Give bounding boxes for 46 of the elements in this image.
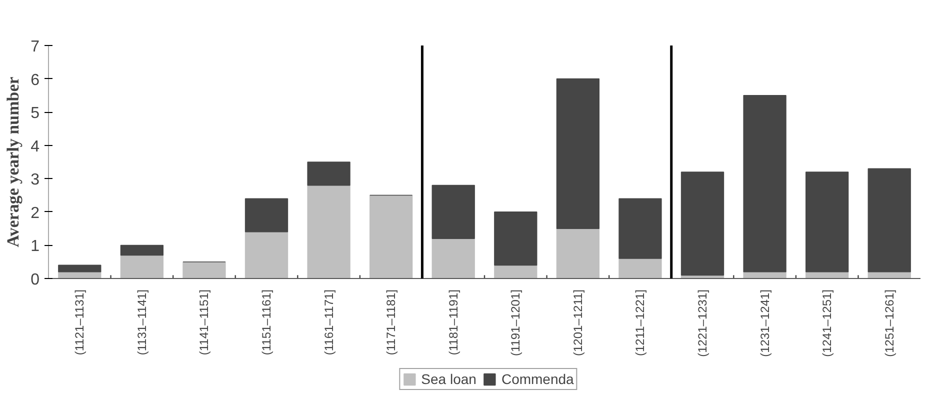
y-axis-title: Average yearly number <box>4 76 23 248</box>
bar <box>244 232 288 278</box>
bar <box>307 184 350 278</box>
y-tick-label: 1 <box>30 238 40 256</box>
bar <box>680 172 724 276</box>
y-tick-label: 7 <box>30 38 40 56</box>
x-tick-label: (1131–1141] <box>134 289 149 356</box>
x-tick-label: (1141–1151] <box>197 289 212 356</box>
bar <box>618 198 662 259</box>
x-tick-label: (1251–1261] <box>882 289 896 357</box>
bar <box>432 238 475 278</box>
y-tick-label: 2 <box>30 204 40 222</box>
bar <box>805 172 849 272</box>
bar <box>494 264 538 278</box>
bar <box>244 198 288 232</box>
bar <box>182 261 226 278</box>
x-tick-label: (1121–1131] <box>72 289 87 356</box>
y-tick-label: 4 <box>30 138 40 156</box>
x-tick-label: (1221–1231] <box>696 289 710 357</box>
bar <box>58 264 102 272</box>
legend-label: Commenda <box>501 371 574 387</box>
y-tick-label: 0 <box>30 272 40 288</box>
bar <box>120 254 164 278</box>
bar <box>556 78 600 229</box>
y-tick-label: 5 <box>30 105 40 122</box>
bar <box>868 168 911 272</box>
y-tick-label: 3 <box>30 172 40 189</box>
bar <box>369 194 413 278</box>
legend-label: Sea loan <box>421 371 476 387</box>
bar <box>307 162 350 186</box>
x-tick-label: (1231–1241] <box>758 289 772 357</box>
bar <box>432 184 475 239</box>
x-tick-label: (1181–1191] <box>446 289 460 356</box>
y-tick-label: 6 <box>30 72 40 89</box>
x-tick-label: (1191–1201] <box>508 289 523 356</box>
bar <box>120 244 164 256</box>
bar <box>556 228 600 278</box>
bar <box>743 95 786 272</box>
bar <box>618 258 662 278</box>
x-tick-label: (1161–1171] <box>322 289 336 356</box>
x-tick-label: (1241–1251] <box>820 289 834 357</box>
x-tick-label: (1201–1211] <box>570 289 585 356</box>
x-tick-label: (1211–1221] <box>633 289 648 356</box>
bar <box>494 212 538 266</box>
x-tick-label: (1171–1181] <box>384 289 398 356</box>
x-tick-label: (1151–1161] <box>260 289 274 356</box>
